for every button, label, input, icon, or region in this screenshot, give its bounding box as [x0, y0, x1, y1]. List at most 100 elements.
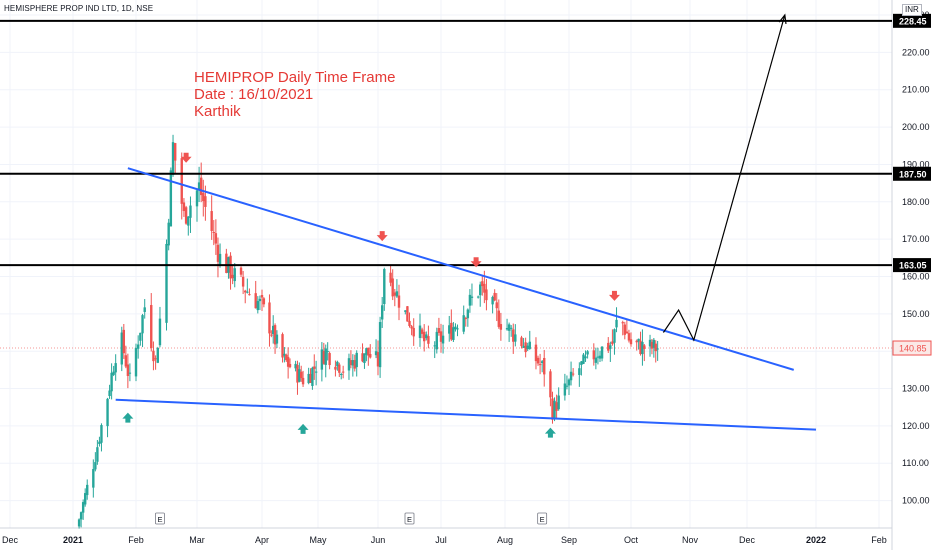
- candle-body: [522, 345, 525, 348]
- candle-body: [464, 318, 467, 320]
- candle-body: [412, 327, 415, 337]
- candle-body: [553, 400, 556, 420]
- candle-body: [272, 325, 275, 335]
- candle-body: [514, 334, 517, 342]
- up-arrow-icon: [544, 427, 556, 438]
- candle-body: [520, 337, 523, 347]
- candle-body: [584, 356, 587, 359]
- candle-body: [296, 365, 299, 383]
- candle-body: [499, 324, 503, 330]
- candle-body: [298, 369, 301, 382]
- candle-body: [369, 354, 372, 358]
- candle-body: [557, 395, 560, 410]
- candle-body: [395, 291, 399, 297]
- candle-body: [491, 297, 494, 305]
- candle-body: [540, 361, 544, 363]
- candle-body: [349, 360, 353, 365]
- level-price-label: 163.05: [899, 261, 927, 271]
- x-tick-label: Jul: [435, 535, 447, 545]
- candle-body: [534, 344, 538, 362]
- candle-body: [214, 233, 218, 244]
- candle-body: [326, 351, 329, 353]
- candle-body: [493, 292, 496, 301]
- last-price-label-box: [892, 340, 932, 356]
- candle-body: [374, 351, 378, 356]
- annotation-line: Date : 16/10/2021: [194, 86, 313, 103]
- candle-body: [435, 331, 438, 350]
- x-tick-label: Dec: [2, 535, 19, 545]
- candle-body: [241, 276, 245, 287]
- candle-body: [635, 340, 638, 343]
- candle-body: [621, 322, 624, 324]
- candle-body: [244, 290, 247, 293]
- candle-body: [322, 350, 326, 364]
- candle-body: [582, 354, 585, 364]
- candle-body: [231, 274, 234, 279]
- candle-body: [96, 447, 99, 462]
- candle-body: [479, 284, 482, 296]
- x-tick-label: Mar: [189, 535, 205, 545]
- level-price-label-box: [893, 258, 931, 273]
- candle-body: [254, 293, 257, 309]
- candle-body: [528, 341, 531, 349]
- candle-body: [615, 319, 618, 328]
- candle-body: [639, 340, 642, 355]
- candle-body: [143, 307, 146, 312]
- candle-body: [197, 182, 201, 191]
- candle-body: [565, 385, 569, 387]
- candle-body: [112, 371, 115, 375]
- candle-body: [596, 356, 600, 358]
- candle-body: [629, 339, 633, 345]
- symbol-title: HEMISPHERE PROP IND LTD, 1D, NSE: [4, 4, 154, 13]
- y-tick-label: 150.00: [902, 309, 930, 319]
- x-tick-label: Apr: [255, 535, 269, 545]
- candle-body: [383, 269, 386, 305]
- candle-body: [607, 342, 610, 351]
- candle-body: [609, 345, 612, 349]
- x-tick-label: Dec: [739, 535, 756, 545]
- candle-body: [334, 366, 337, 370]
- candle-body: [549, 371, 552, 398]
- candle-body: [439, 331, 443, 342]
- candle-body: [126, 364, 130, 376]
- candle-body: [497, 310, 501, 327]
- candle-body: [199, 177, 203, 196]
- down-arrow-icon: [608, 290, 620, 301]
- y-tick-label: 180.00: [902, 197, 930, 207]
- candle-body: [627, 333, 631, 341]
- candle-body: [169, 170, 173, 227]
- candle-body: [524, 342, 527, 353]
- candle-body: [476, 296, 480, 298]
- candle-body: [136, 344, 140, 349]
- candle-body: [283, 353, 286, 356]
- currency-badge[interactable]: INR: [902, 4, 922, 16]
- candle-body: [239, 267, 243, 275]
- candle-body: [580, 361, 583, 365]
- candle-body: [611, 341, 614, 345]
- candle-body: [313, 366, 316, 369]
- candle-body: [174, 143, 177, 161]
- candle-body: [258, 298, 262, 302]
- earnings-marker-icon: [404, 512, 415, 525]
- candle-body: [154, 358, 157, 360]
- candle-body: [378, 322, 382, 368]
- candle-body: [397, 295, 401, 308]
- candle-body: [641, 341, 644, 355]
- candle-body: [441, 335, 445, 344]
- candle-body: [256, 301, 260, 311]
- projection-arrowhead: [778, 13, 787, 25]
- candle-body: [637, 338, 640, 342]
- candle-body: [648, 339, 652, 347]
- candle-body: [139, 332, 142, 341]
- candle-body: [180, 158, 183, 204]
- candle-body: [233, 268, 236, 282]
- candle-body: [505, 328, 509, 330]
- candle-body: [404, 310, 407, 312]
- x-tick-label: Oct: [624, 535, 639, 545]
- candle-body: [128, 372, 132, 374]
- y-tick-label: 100.00: [902, 496, 930, 506]
- x-tick-label: Jun: [371, 535, 386, 545]
- candle-body: [92, 469, 95, 488]
- y-tick-label: 130.00: [902, 384, 930, 394]
